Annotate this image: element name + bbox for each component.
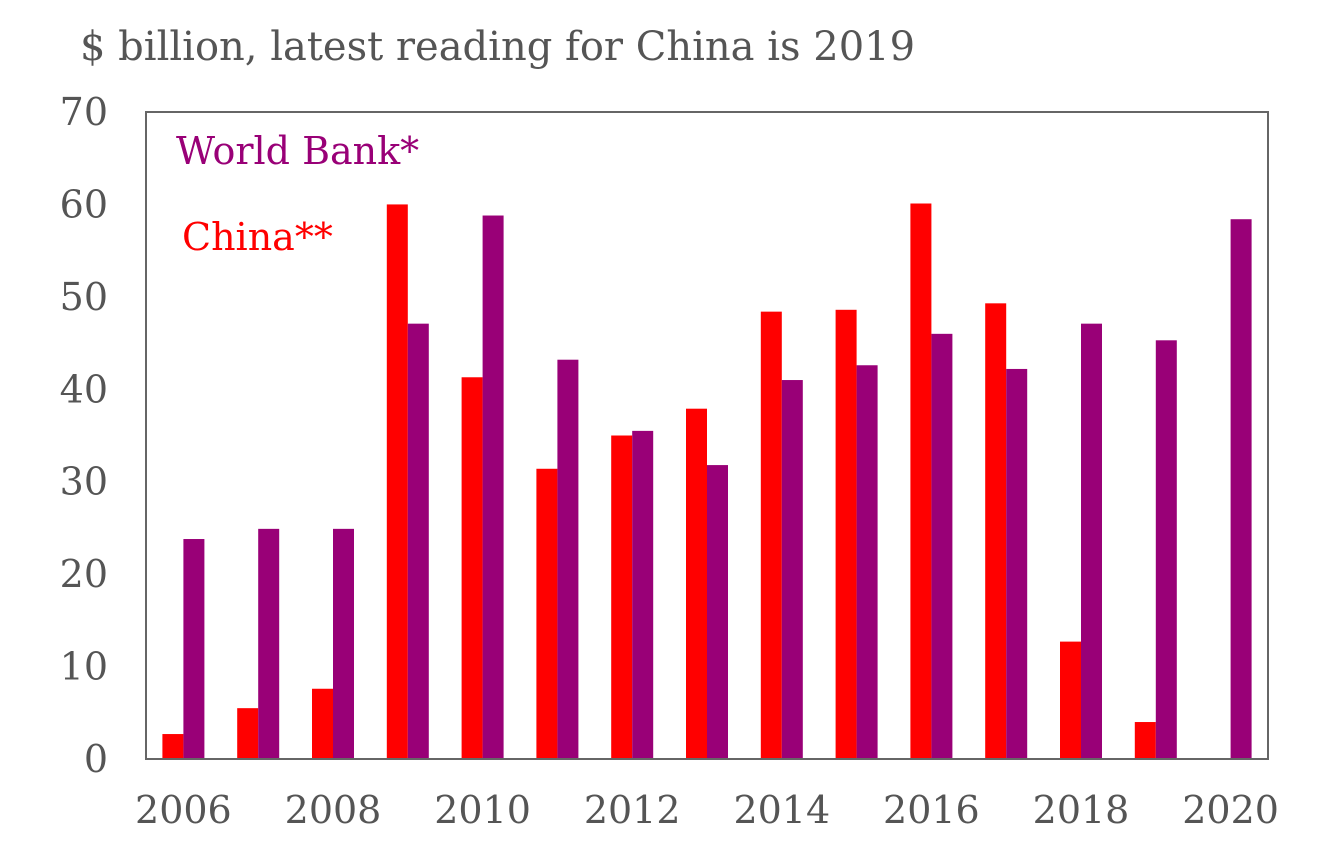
- y-tick-label: 20: [60, 552, 108, 596]
- y-tick-label: 40: [60, 367, 108, 411]
- bar-world-bank-2015: [856, 365, 878, 759]
- bar-china-2010: [461, 377, 483, 759]
- y-tick-label: 30: [60, 460, 108, 504]
- bar-china-2007: [237, 708, 259, 759]
- legend-item-world-bank: World Bank*: [176, 129, 419, 173]
- bar-china-2014: [760, 311, 782, 759]
- y-tick-label: 50: [60, 275, 108, 319]
- y-tick-label: 70: [60, 90, 108, 134]
- chart-title: $ billion, latest reading for China is 2…: [80, 24, 916, 70]
- bar-world-bank-2012: [632, 430, 654, 759]
- bar-world-bank-2009: [407, 323, 429, 759]
- x-tick-label: 2014: [733, 788, 830, 832]
- x-tick-label: 2020: [1182, 788, 1279, 832]
- x-tick-label: 2016: [883, 788, 980, 832]
- bar-china-2019: [1134, 722, 1156, 759]
- bar-china-2016: [910, 203, 932, 760]
- bar-world-bank-2013: [707, 465, 728, 759]
- legend-item-china: China**: [182, 215, 333, 259]
- bar-world-bank-2006: [183, 539, 205, 759]
- legend: World Bank* China**: [176, 129, 419, 259]
- x-tick-label: 2010: [434, 788, 531, 832]
- bar-world-bank-2014: [781, 380, 803, 759]
- x-tick-label: 2012: [584, 788, 681, 832]
- bar-china-2013: [686, 408, 707, 759]
- bar-world-bank-2017: [1006, 368, 1028, 759]
- bar-china-2011: [536, 468, 558, 759]
- bar-china-2015: [835, 309, 857, 759]
- bar-world-bank-2020: [1230, 219, 1252, 759]
- y-tick-label: 60: [60, 182, 108, 226]
- bar-world-bank-2011: [557, 359, 579, 759]
- bar-china-2006: [162, 734, 184, 759]
- plot-area-frame: [145, 111, 1269, 760]
- bar-world-bank-2007: [258, 528, 280, 759]
- bar-world-bank-2019: [1155, 340, 1177, 759]
- y-tick-label: 0: [84, 737, 108, 781]
- bar-china-2018: [1060, 641, 1081, 759]
- bar-china-2008: [312, 688, 333, 759]
- y-axis: 0 10 20 30 40 50 60 70: [60, 90, 108, 781]
- bars-group: [162, 203, 1252, 760]
- x-tick-label: 2008: [285, 788, 382, 832]
- y-tick-label: 10: [60, 645, 108, 689]
- bar-china-2012: [611, 435, 633, 759]
- x-axis: 2006 2008 2010 2012 2014 2016 2018 2020: [135, 788, 1279, 832]
- bar-world-bank-2010: [482, 215, 504, 759]
- x-tick-label: 2018: [1033, 788, 1130, 832]
- bar-world-bank-2016: [931, 333, 953, 759]
- bar-china-2017: [985, 303, 1007, 759]
- bar-world-bank-2018: [1081, 323, 1102, 759]
- x-tick-label: 2006: [135, 788, 232, 832]
- bar-china-2009: [386, 204, 408, 759]
- bar-world-bank-2008: [333, 528, 354, 759]
